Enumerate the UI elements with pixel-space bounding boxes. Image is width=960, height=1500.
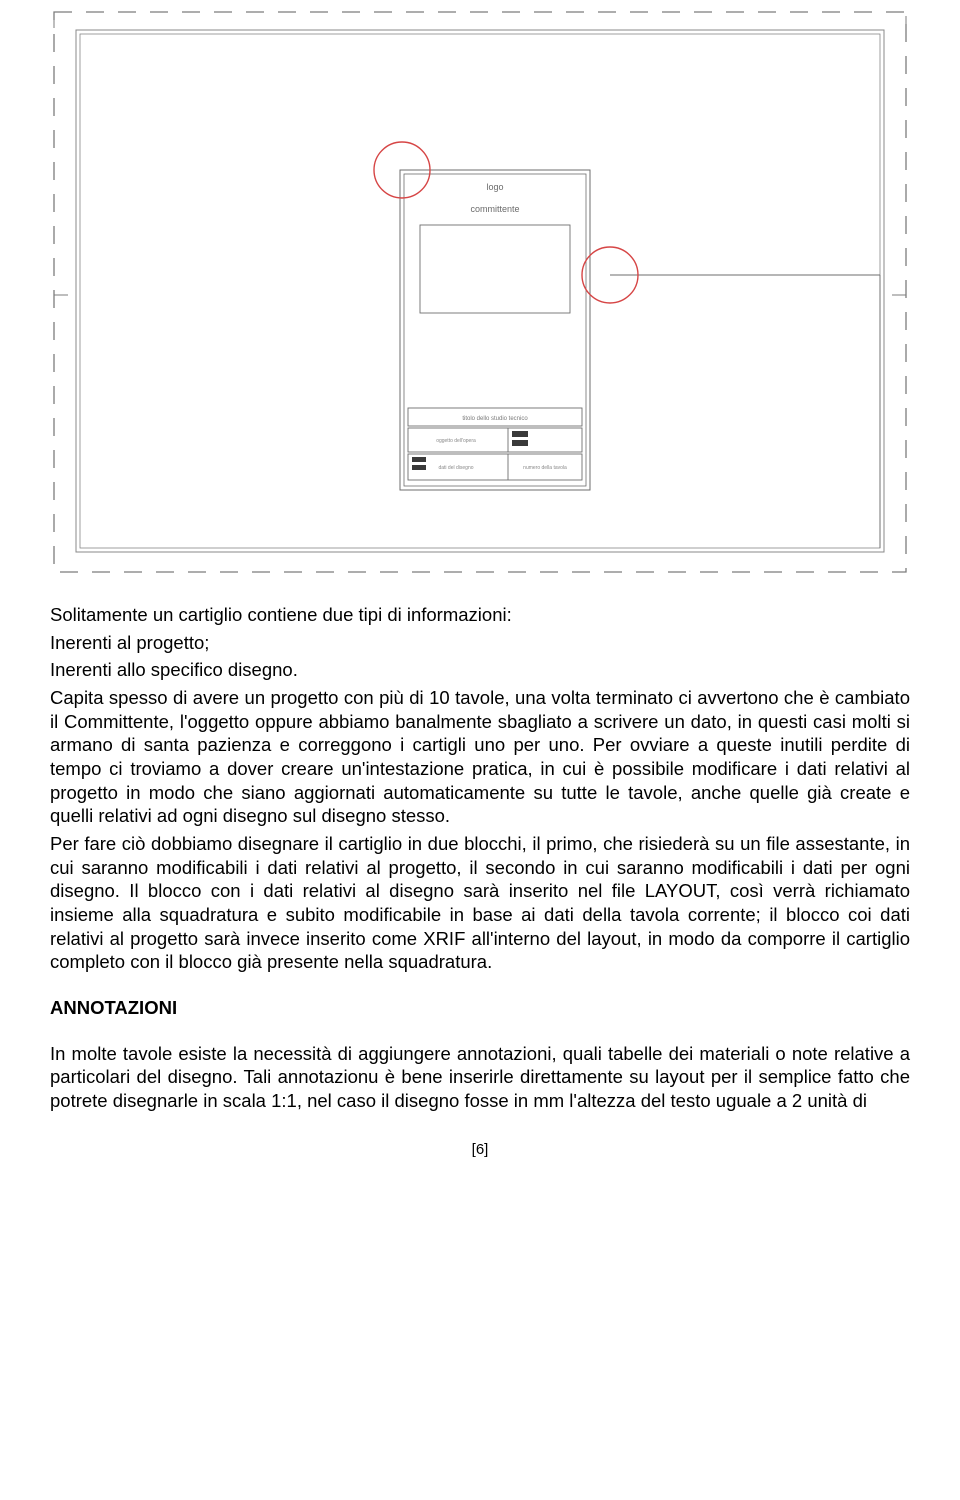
paragraph-3: In molte tavole esiste la necessità di a… xyxy=(50,1042,910,1113)
committente-label: committente xyxy=(470,204,519,214)
dati-disegno-label: dati del disegno xyxy=(438,465,473,471)
intro-line-3: Inerenti allo specifico disegno. xyxy=(50,658,910,682)
intro-line-2: Inerenti al progetto; xyxy=(50,631,910,655)
titolo-studio-label: titolo dello studio tecnico xyxy=(462,416,528,422)
cartiglio-diagram: logo committente titolo dello studio tec… xyxy=(50,10,910,585)
document-body: Solitamente un cartiglio contiene due ti… xyxy=(50,603,910,1113)
numero-tavola-label: numero della tavola xyxy=(523,465,567,471)
logo-label: logo xyxy=(486,182,503,192)
oggetto-label: oggetto dell'opera xyxy=(436,438,476,444)
title-block: logo committente titolo dello studio tec… xyxy=(400,170,590,490)
intro-line-1: Solitamente un cartiglio contiene due ti… xyxy=(50,603,910,627)
paragraph-2: Per fare ciò dobbiamo disegnare il carti… xyxy=(50,832,910,974)
section-title-annotazioni: ANNOTAZIONI xyxy=(50,996,910,1020)
paragraph-1: Capita spesso di avere un progetto con p… xyxy=(50,686,910,828)
page-number: [6] xyxy=(50,1141,910,1158)
